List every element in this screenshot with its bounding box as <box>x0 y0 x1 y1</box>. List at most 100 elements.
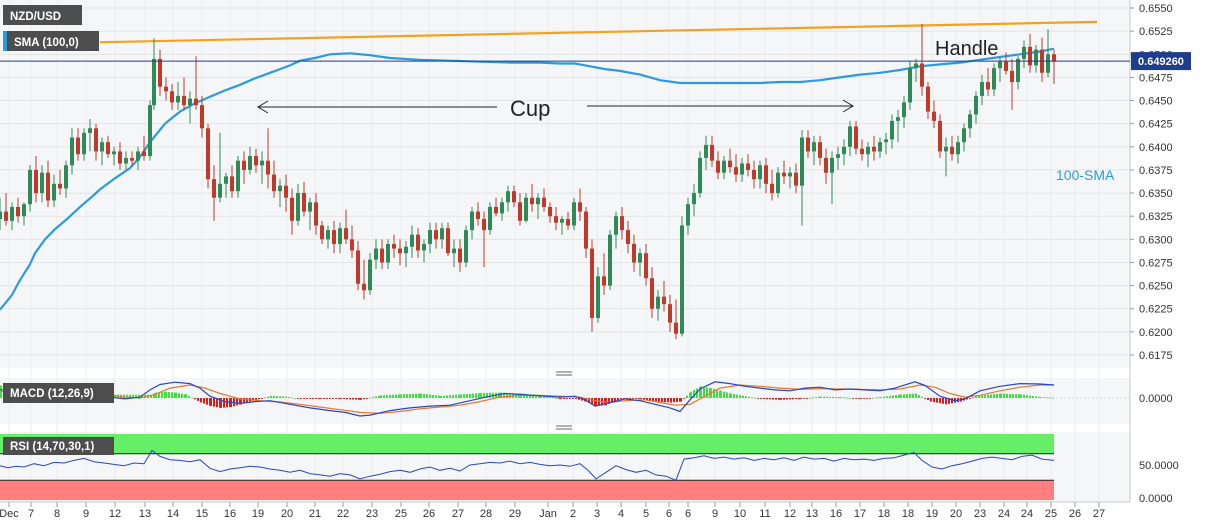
macd-histogram-bar <box>129 394 131 398</box>
rsi-oversold-zone <box>0 480 1054 500</box>
candle-body <box>488 206 492 231</box>
bullish-candle <box>698 151 702 198</box>
macd-histogram-bar <box>323 398 325 399</box>
bearish-candle <box>446 222 450 256</box>
macd-histogram-bar <box>745 396 747 398</box>
macd-histogram-bar <box>291 397 293 399</box>
bullish-candle <box>914 58 918 83</box>
date-tick-label: 19 <box>252 508 264 520</box>
candle-body <box>980 82 984 96</box>
candle-body <box>848 126 852 147</box>
macd-histogram-bar <box>578 398 580 400</box>
macd-histogram-bar <box>903 394 905 398</box>
date-tick-label: 29 <box>509 508 521 520</box>
macd-line <box>0 381 1055 417</box>
macd-histogram-bar <box>203 398 205 404</box>
macd-histogram-bar <box>273 395 275 398</box>
rsi-pane-resize-handle[interactable] <box>553 424 575 431</box>
macd-histogram-bar <box>912 393 914 398</box>
macd-histogram-bar <box>1018 394 1020 398</box>
candle-body <box>194 98 198 106</box>
bearish-candle <box>590 239 594 332</box>
bullish-candle <box>998 56 1002 83</box>
macd-histogram-bar <box>529 394 531 398</box>
macd-histogram-bar <box>760 398 762 399</box>
bearish-candle <box>602 253 606 295</box>
bullish-candle <box>1034 45 1038 73</box>
bearish-candle <box>302 181 306 217</box>
bullish-candle <box>428 222 432 254</box>
candle-body <box>130 157 134 161</box>
candle-body <box>926 86 930 112</box>
macd-histogram-bar <box>700 386 702 398</box>
macd-histogram-bar <box>466 393 468 398</box>
price-tick-label: 0.6475 <box>1139 72 1173 84</box>
bullish-candle <box>112 146 116 166</box>
macd-histogram-bar <box>240 398 242 405</box>
macd-histogram-bar <box>181 393 183 398</box>
macd-histogram-bar <box>646 398 648 400</box>
rsi-legend[interactable]: RSI (14,70,30,1) <box>3 437 114 455</box>
macd-histogram-bar <box>303 398 305 399</box>
candle-body <box>932 111 936 121</box>
macd-histogram-bar <box>400 394 402 398</box>
bearish-candle <box>320 220 324 244</box>
bearish-candle <box>752 160 756 189</box>
macd-histogram-bar <box>1029 395 1031 398</box>
macd-histogram-bar <box>880 397 882 398</box>
macd-histogram-bar <box>789 398 791 400</box>
bearish-candle <box>734 154 738 182</box>
date-tick-label: 14 <box>167 508 179 520</box>
macd-histogram-bar <box>264 397 266 399</box>
bullish-candle <box>422 239 426 263</box>
date-tick-label: 18 <box>878 508 890 520</box>
macd-histogram-bar <box>978 395 980 398</box>
macd-histogram-bar <box>340 398 342 399</box>
candle-body <box>188 98 192 106</box>
macd-histogram-bar <box>270 395 272 398</box>
macd-pane-resize-handle[interactable] <box>553 370 575 377</box>
candle-body <box>308 202 312 212</box>
macd-legend[interactable]: MACD (12,26,9) <box>3 383 114 403</box>
bullish-candle <box>224 172 228 198</box>
candle-body <box>860 148 864 155</box>
macd-histogram-bar <box>432 394 434 398</box>
bearish-candle <box>164 77 168 101</box>
macd-histogram-bar <box>754 397 756 399</box>
macd-histogram-bar <box>930 398 932 402</box>
bullish-candle <box>470 206 474 240</box>
macd-histogram-bar <box>489 392 491 398</box>
bullish-candle <box>974 91 978 124</box>
macd-histogram-bar <box>360 398 362 400</box>
bullish-candle <box>260 151 264 184</box>
symbol-legend[interactable]: NZD/USD <box>3 5 82 25</box>
bullish-candle <box>902 95 906 129</box>
candle-body <box>278 185 282 192</box>
date-tick-label: 2 <box>570 508 576 520</box>
macd-histogram-bar <box>643 398 645 400</box>
candle-body <box>884 139 888 143</box>
bullish-candle <box>1016 56 1020 90</box>
candle-body <box>758 165 762 180</box>
candle-body <box>518 202 522 221</box>
candle-body <box>962 128 966 143</box>
candle-body <box>224 176 228 184</box>
bullish-candle <box>830 151 834 205</box>
macd-histogram-bar <box>383 395 385 398</box>
sma-legend[interactable]: SMA (100,0) <box>3 31 99 51</box>
macd-histogram-bar <box>282 396 284 398</box>
candle-body <box>632 243 636 263</box>
price-tick-label: 0.6175 <box>1139 350 1173 362</box>
bearish-candle <box>76 128 80 161</box>
candle-body <box>356 250 360 284</box>
bearish-candle <box>212 165 216 221</box>
bullish-candle <box>968 109 972 138</box>
candle-body <box>722 160 726 173</box>
macd-histogram-bar <box>875 397 877 399</box>
macd-histogram-bar <box>723 391 725 398</box>
bullish-candle <box>52 174 56 207</box>
price-tick-label: 0.6425 <box>1139 119 1173 131</box>
price-tick-label: 0.6275 <box>1139 257 1173 269</box>
date-tick-label: 24 <box>1021 508 1033 520</box>
macd-histogram-bar <box>1049 397 1051 399</box>
